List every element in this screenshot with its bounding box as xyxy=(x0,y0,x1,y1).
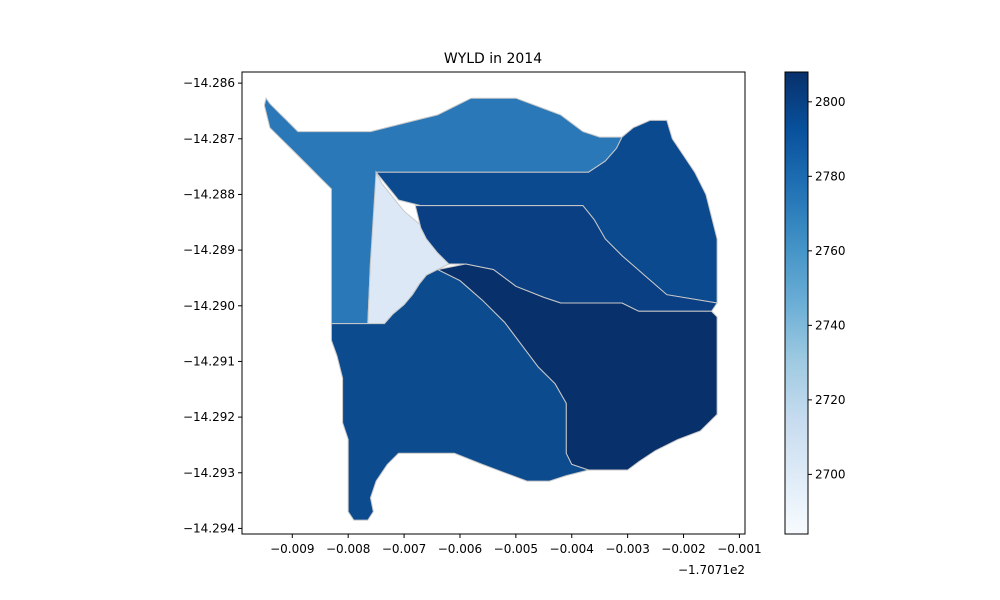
x-axis: −0.009 −0.008 −0.007 −0.006 −0.005 −0.004 −0.0… xyxy=(270,534,762,556)
region-0 xyxy=(263,96,623,325)
colorbar-tick-label: 2800 xyxy=(815,95,846,109)
y-tick-label: −14.286 xyxy=(183,76,235,90)
x-tick-label: −0.001 xyxy=(717,542,761,556)
plot-frame xyxy=(241,71,746,535)
x-tick-label: −0.005 xyxy=(494,542,538,556)
y-tick-label: −14.293 xyxy=(183,466,235,480)
y-tick-label: −14.292 xyxy=(183,410,235,424)
x-tick-label: −0.009 xyxy=(270,542,314,556)
colorbar-tick-label: 2720 xyxy=(815,393,846,407)
x-tick-label: −0.003 xyxy=(605,542,649,556)
colorbar-tick-label: 2780 xyxy=(815,169,846,183)
x-tick-label: −0.008 xyxy=(326,542,370,556)
colorbar-tick-label: 2700 xyxy=(815,467,846,481)
x-offset-label: −1.7071e2 xyxy=(678,563,745,577)
colorbar-tick-label: 2740 xyxy=(815,318,846,332)
map-regions xyxy=(263,96,718,521)
x-tick-label: −0.004 xyxy=(550,542,594,556)
colorbar-tick-label: 2760 xyxy=(815,244,846,258)
region-5 xyxy=(330,269,591,521)
y-tick-label: −14.287 xyxy=(183,132,235,146)
colorbar-axis: 2700 2720 2740 2760 2780 2800 xyxy=(808,95,846,481)
y-tick-label: −14.290 xyxy=(183,299,235,313)
y-tick-label: −14.291 xyxy=(183,354,235,368)
y-tick-label: −14.289 xyxy=(183,243,235,257)
x-tick-label: −0.002 xyxy=(661,542,705,556)
x-tick-label: −0.006 xyxy=(438,542,482,556)
chart-title: WYLD in 2014 xyxy=(444,51,542,67)
y-tick-label: −14.288 xyxy=(183,187,235,201)
x-tick-label: −0.007 xyxy=(382,542,426,556)
y-axis: −14.286 −14.287 −14.288 −14.289 −14.290 −14.2… xyxy=(183,76,242,535)
colorbar xyxy=(784,71,809,535)
y-tick-label: −14.294 xyxy=(183,521,235,535)
